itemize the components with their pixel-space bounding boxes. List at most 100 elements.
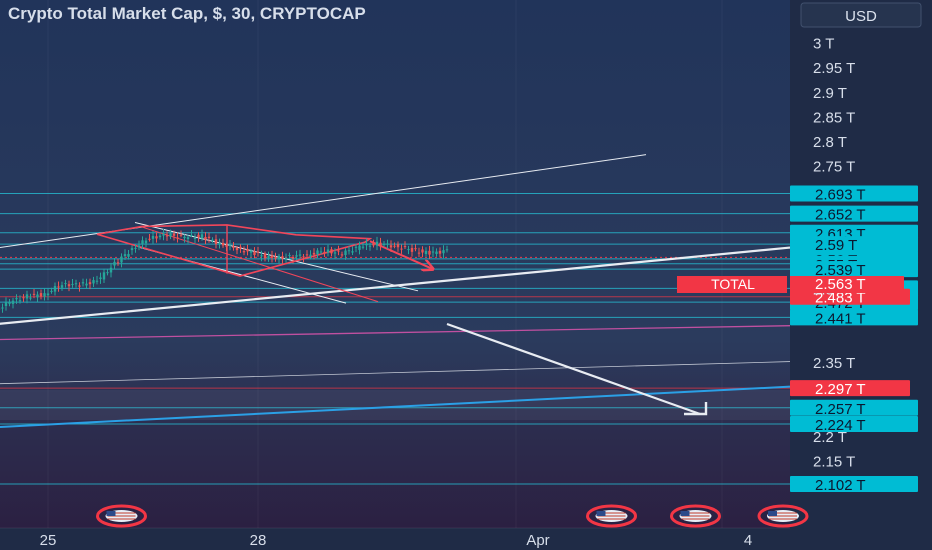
candle-body [141,240,144,244]
event-marker-canton [596,511,606,516]
red-triangle-pattern [96,224,373,277]
candle-body [232,246,235,248]
event-marker-canton [768,511,777,516]
candle-body [43,293,46,297]
candle-body [29,297,32,299]
candle-body [389,245,393,248]
candle-body [137,245,141,248]
falling-channel-upper [134,222,419,292]
candle-body [148,238,151,240]
candle-body [190,234,193,236]
candle-body [298,254,302,256]
plot-background [0,0,790,550]
candle-body [414,248,417,250]
candle-body [120,256,123,263]
candle-body [116,262,120,264]
candle-body [442,250,445,254]
candle-body [211,239,214,241]
candle-body [263,253,267,259]
candle-body [417,252,421,254]
candle-body [246,249,249,252]
candle-body [403,246,407,248]
event-marker-ring [670,504,721,528]
candle-body [295,255,298,257]
symbol-price-badge: TOTAL 2.563 T [677,276,904,293]
candle-body [249,250,253,253]
event-marker-ring [586,504,637,528]
candle-body [134,247,137,249]
candle-body [113,261,116,266]
blue-trendline [0,385,791,428]
candle-body [400,248,403,250]
red-level-badge [790,380,910,397]
candle-body [165,235,169,237]
level-badge-label: 2.224 T [815,417,866,434]
candle-body [358,245,361,250]
red-level-badge-label: 2.483 T [815,290,866,307]
candle-body [214,239,218,245]
candle-body [421,249,424,253]
candle-body [207,236,211,239]
candle-body [438,250,442,254]
candle-body [74,283,78,285]
candle-body [410,248,414,252]
candle-body [78,285,81,287]
time-axis-layer: 25 28 Apr 4 [0,527,790,550]
event-marker-canton [680,511,690,516]
candle-body [284,258,288,260]
candle-body [106,272,109,274]
candle-body [235,248,239,251]
price-tick-label: 2.35 T [813,355,855,372]
level-badge-label: 2.652 T [815,207,866,224]
candle-body [239,246,242,249]
candle-body [218,242,221,244]
time-axis-panel [0,528,790,550]
candle-body [4,302,8,307]
candle-body [225,244,228,247]
candle-body [253,251,256,255]
chart-title: Crypto Total Market Cap, $, 30, CRYPTOCA… [8,4,366,23]
candle-body [333,252,337,254]
currency-button-background[interactable] [800,2,922,28]
candle-body [169,233,172,237]
symbol-badge-background [677,276,787,293]
candle-body [57,286,60,288]
candle-body [267,256,270,259]
candle-body [393,245,396,247]
candle-body [197,234,200,238]
currency-button[interactable]: USD [800,2,922,28]
candle-body [379,242,382,247]
currency-button-label[interactable]: USD [845,8,877,25]
price-tick-label: 2.9 T [813,85,847,102]
projection-arrow-head [684,402,708,416]
candle-body [242,251,246,253]
candle-body [1,307,4,309]
last-price-badge-label: 2.563 T [815,276,866,293]
price-tick-label: 2.95 T [813,60,855,77]
candle-body [144,240,148,244]
candle-body [18,300,22,302]
candle-body [53,286,57,292]
candle-body [302,256,305,258]
candle-body [92,280,95,284]
candle-body [88,282,92,285]
candle-body [32,293,36,295]
price-tick-label: 2.8 T [813,134,847,151]
level-badge [790,399,918,416]
candle-body [312,252,316,255]
candle-body [354,246,358,248]
time-tick-label: 25 [40,532,57,549]
candle-body [428,250,431,255]
candle-body [46,293,50,296]
candle-body [186,237,190,239]
candle-body [71,283,74,285]
level-badge [790,309,918,326]
level-badge-label: 2.257 T [815,401,866,418]
candle-body [375,241,379,246]
candle-body [15,298,18,300]
candle-body [39,293,43,297]
candle-body [158,235,162,238]
price-tick-label: 2.2 T [813,429,847,446]
